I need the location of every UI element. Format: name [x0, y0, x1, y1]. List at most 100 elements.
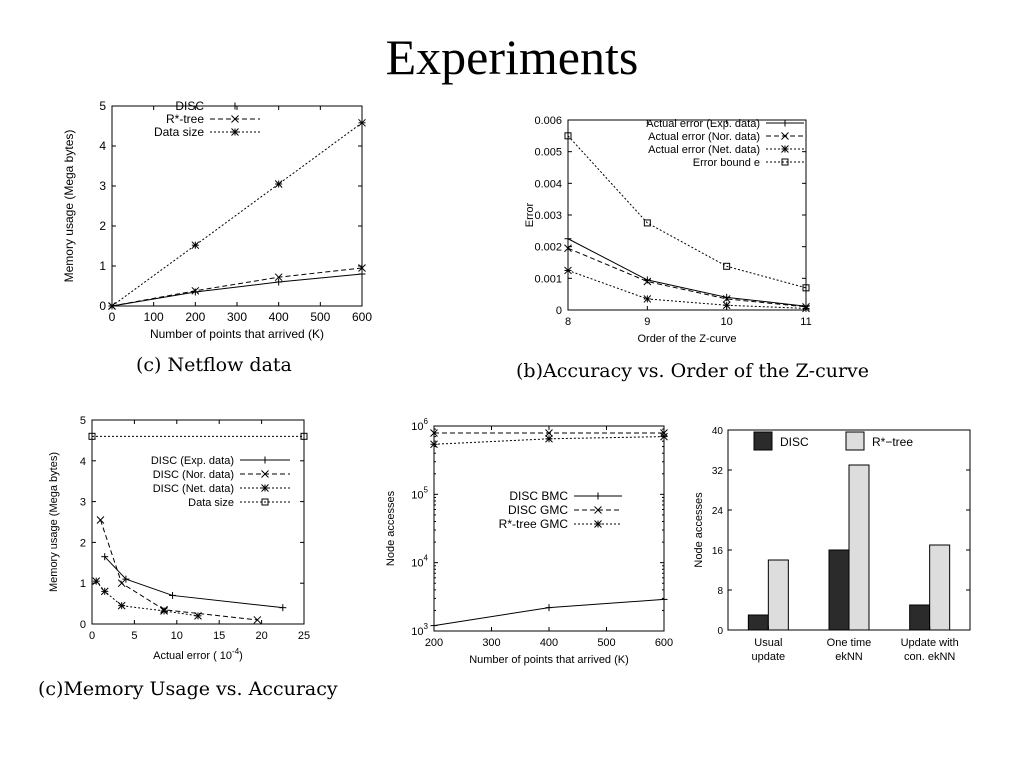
- data-point: [92, 577, 101, 586]
- legend-label: Actual error (Nor. data): [648, 131, 760, 143]
- data-point: [430, 429, 438, 437]
- data-point: [430, 440, 438, 449]
- data-point: [802, 284, 810, 292]
- x-tick-label: Usual: [754, 637, 782, 649]
- y-tick-label: 1: [80, 578, 86, 590]
- data-point: [117, 601, 126, 610]
- legend-label: Error bound e: [693, 157, 760, 169]
- data-point: [275, 278, 283, 286]
- x-axis-label: Number of points that arrived (K): [469, 654, 629, 666]
- data-point: [722, 301, 731, 310]
- x-axis-label: Order of the Z-curve: [637, 333, 736, 345]
- x-tick-label: 0: [89, 630, 95, 642]
- legend-marker: [594, 506, 602, 514]
- legend-marker: [594, 520, 602, 528]
- x-axis-label: Actual error ( 10-4): [153, 647, 243, 662]
- data-point: [300, 432, 308, 440]
- y-tick-label: 5: [80, 415, 86, 427]
- data-point: [643, 277, 652, 286]
- x-tick-label: 300: [482, 637, 500, 649]
- legend-swatch: [845, 431, 865, 451]
- chart-svg-2: 0 5 10 15 20 25 0 1 2 3 4 5 Actual error ( 10-4) Memo…: [48, 415, 310, 662]
- data-point: [253, 616, 262, 624]
- x-tick-label: 9: [644, 316, 650, 328]
- caption-memory-accuracy: (c)Memory Usage vs. Accuracy: [38, 678, 338, 700]
- chart-memory-accuracy: 0 5 10 15 20 25 0 1 2 3 4 5 Actual error ( 10-4) Memo…: [44, 414, 320, 672]
- legend-marker: [231, 115, 239, 123]
- chart-svg-3: 200 300 400 500 600 103 104 105 106 Number of poi…: [385, 417, 673, 666]
- series-line-2: [111, 122, 363, 307]
- legend-label: Data size: [188, 497, 234, 509]
- data-point: [660, 429, 668, 437]
- data-point: [660, 595, 668, 603]
- x-tick-label: update: [752, 651, 786, 663]
- x-tick-label: 200: [185, 310, 205, 324]
- data-point: [96, 516, 105, 524]
- x-tick-label: 400: [269, 310, 289, 324]
- caption-accuracy-zcurve: (b)Accuracy vs. Order of the Z-curve: [516, 360, 870, 382]
- x-tick-label: 15: [213, 630, 225, 642]
- x-tick-label: 8: [565, 316, 571, 328]
- y-tick-label: 1: [99, 259, 106, 273]
- data-point: [279, 604, 287, 612]
- y-axis-label: Node accesses: [693, 492, 705, 568]
- y-tick-label: 0: [556, 305, 562, 317]
- series-line-1: [111, 267, 363, 307]
- legend-marker: [261, 470, 269, 478]
- data-point: [191, 286, 200, 295]
- legend-label: DISC: [175, 99, 204, 113]
- y-tick-label: 0.004: [534, 178, 562, 190]
- y-tick-label: 3: [99, 179, 106, 193]
- bar-1: [767, 559, 789, 631]
- legend-marker: [781, 132, 789, 140]
- y-tick-label: 0.005: [534, 147, 562, 159]
- chart-accuracy-zcurve: 8 9 10 11 0 0.001 0.002 0.003 0.004 0.005 0.006 Ord…: [520, 110, 820, 356]
- x-tick-label: 600: [655, 637, 673, 649]
- legend-label: DISC GMC: [508, 503, 568, 517]
- x-tick-label: 500: [310, 310, 330, 324]
- y-tick-label: 0: [717, 626, 723, 637]
- data-point: [643, 295, 652, 303]
- legend-label: Data size: [154, 125, 204, 139]
- x-tick-label: 300: [227, 310, 247, 324]
- x-tick-label: Update with: [901, 637, 959, 649]
- y-tick-label: 4: [99, 139, 106, 153]
- y-axis-label: Error: [524, 202, 536, 227]
- data-point: [88, 432, 96, 440]
- y-tick-label: 24: [712, 506, 724, 517]
- legend-marker: [231, 128, 239, 136]
- y-tick-label: 0.003: [534, 210, 562, 222]
- caption-netflow: (c) Netflow data: [136, 354, 292, 376]
- data-point: [660, 432, 668, 441]
- data-point: [545, 604, 553, 612]
- y-tick-label: 0.001: [534, 273, 562, 285]
- legend-marker: [261, 456, 269, 464]
- data-point: [564, 266, 572, 275]
- x-tick-label: con. ekNN: [904, 651, 955, 663]
- y-tick-label: 0.006: [534, 115, 562, 127]
- legend-label: Actual error (Net. data): [648, 144, 760, 156]
- chart-svg-4: 0 8 16 24 32 40 Node accesses Usual update One ti…: [693, 426, 971, 663]
- series-line-1: [567, 247, 807, 308]
- bar-1: [929, 544, 951, 631]
- plot-frame: [111, 105, 363, 307]
- series-line-0: [111, 273, 363, 307]
- y-axis-label: Node accesses: [385, 490, 397, 566]
- data-point: [108, 302, 116, 310]
- x-tick-label: 11: [800, 316, 811, 328]
- data-point: [358, 270, 366, 278]
- chart-netflow-memory: 0 100 200 300 400 500 600 0 1 2 3 4 5 Number of point…: [60, 96, 380, 350]
- data-point: [191, 241, 200, 250]
- y-tick-label: 0: [99, 299, 106, 313]
- x-tick-label: 25: [298, 630, 310, 642]
- legend-marker: [231, 102, 239, 110]
- y-tick-label: 106: [411, 417, 428, 433]
- y-tick-label: 5: [99, 99, 106, 113]
- slide-title: Experiments: [385, 29, 639, 85]
- legend-label: R*-tree GMC: [499, 517, 569, 531]
- y-tick-label: 4: [80, 456, 86, 468]
- data-point: [191, 288, 199, 296]
- x-axis-label: Number of points that arrived (K): [150, 327, 324, 341]
- data-point: [194, 611, 202, 620]
- x-tick-label: 600: [352, 310, 372, 324]
